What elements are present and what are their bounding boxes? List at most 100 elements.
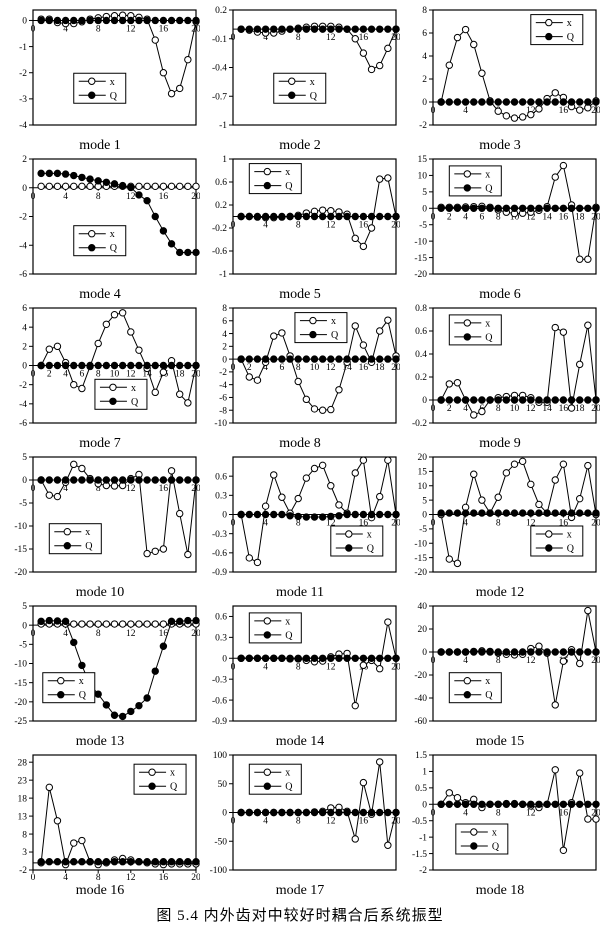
tick-label: 16	[359, 363, 369, 373]
marker-Q	[110, 180, 119, 188]
marker-x	[151, 547, 159, 556]
marker-Q	[310, 513, 319, 521]
marker-Q	[486, 800, 494, 808]
legend-box	[73, 72, 127, 104]
tick-label: 0	[222, 654, 227, 664]
marker-Q	[351, 25, 359, 33]
tick-label: 8	[96, 24, 101, 34]
marker-Q	[253, 25, 262, 33]
marker-Q	[302, 808, 311, 817]
marker-x	[376, 665, 384, 673]
marker-Q	[143, 196, 151, 205]
marker-Q	[318, 212, 327, 221]
legend-marker-Q	[309, 330, 317, 339]
marker-Q	[335, 512, 343, 520]
marker-x	[367, 224, 376, 232]
marker-x	[167, 182, 176, 191]
tick-label: 12	[326, 817, 336, 827]
marker-x	[310, 464, 319, 473]
series-line-x	[440, 460, 597, 565]
marker-x	[351, 322, 359, 330]
marker-Q	[176, 16, 184, 25]
marker-Q	[453, 204, 462, 212]
tick-label: 16	[359, 33, 369, 43]
marker-x	[78, 836, 86, 845]
marker-Q	[135, 858, 143, 866]
marker-Q	[543, 98, 551, 106]
marker-x	[94, 620, 102, 628]
tick-label: 12	[126, 873, 136, 883]
series-line-x	[240, 458, 397, 564]
tick-label: -6	[19, 270, 27, 280]
marker-x	[559, 161, 568, 170]
tick-label: 50	[218, 780, 228, 790]
tick-label: 0	[422, 648, 427, 658]
chart-canvas: 20 15 10 5 0 -5 -10 -15 -20 0 4 8 12 16 20 xQ	[414, 453, 600, 578]
tick-label: -4	[19, 241, 27, 251]
marker-x	[102, 320, 111, 328]
marker-Q	[486, 396, 494, 404]
tick-label: 8	[96, 370, 101, 380]
tick-label: 18	[375, 363, 385, 373]
chart-canvas: 0 -1 -2 -3 -4 0 4 8 12 16 20 xQ	[19, 9, 200, 131]
chart-canvas: 100 50 0 -50 -100 0 4 8 12 16 20 xQ	[210, 751, 400, 876]
tick-label: 8	[96, 873, 101, 883]
marker-Q	[245, 212, 253, 221]
tick-label: 2	[22, 343, 27, 353]
marker-x	[351, 835, 359, 843]
marker-Q	[453, 396, 462, 404]
marker-Q	[559, 204, 568, 212]
marker-Q	[470, 98, 478, 106]
legend-marker-Q	[263, 782, 272, 790]
marker-x	[494, 107, 502, 115]
marker-Q	[318, 25, 327, 33]
marker-Q	[567, 800, 576, 808]
marker-Q	[445, 509, 453, 517]
mode-title: mode 10	[75, 585, 125, 600]
marker-Q	[45, 169, 53, 178]
marker-Q	[437, 648, 445, 656]
series-line-Q	[41, 620, 196, 717]
marker-x	[94, 339, 102, 348]
chart-canvas: 1 0.6 0.2 -0.2 -0.6 -1 0 4 8 12 16 20 xQ	[212, 155, 400, 280]
marker-Q	[253, 212, 262, 221]
marker-Q	[527, 98, 535, 106]
marker-Q	[392, 808, 400, 817]
marker-Q	[37, 361, 45, 370]
tick-label: 15	[418, 155, 428, 165]
tick-label: -0.3	[212, 675, 227, 685]
marker-x	[86, 620, 94, 628]
tick-label: 4	[63, 24, 68, 34]
marker-x	[192, 182, 200, 191]
marker-Q	[61, 16, 70, 25]
tick-label: 6	[22, 304, 27, 314]
tick-label: 12	[526, 519, 536, 529]
tick-label: -8	[219, 406, 227, 416]
tick-label: 16	[359, 817, 369, 827]
tick-label: 2	[47, 370, 52, 380]
marker-Q	[335, 25, 343, 33]
marker-Q	[318, 808, 327, 817]
marker-Q	[53, 476, 62, 484]
marker-Q	[286, 25, 294, 33]
mode-title: mode 13	[75, 734, 125, 749]
tick-label: -1	[219, 270, 227, 280]
tick-label: -10	[14, 660, 27, 670]
tick-label: 12	[126, 192, 136, 202]
marker-Q	[437, 98, 445, 106]
marker-Q	[143, 694, 151, 702]
marker-x	[294, 377, 302, 386]
marker-Q	[584, 509, 592, 517]
marker-Q	[367, 808, 376, 817]
marker-Q	[45, 361, 53, 370]
marker-Q	[376, 25, 384, 33]
tick-label: 16	[159, 484, 169, 494]
marker-Q	[551, 509, 559, 517]
tick-label: 0	[431, 519, 436, 529]
marker-Q	[384, 808, 392, 817]
marker-Q	[110, 476, 119, 484]
tick-label: 4	[463, 212, 468, 222]
